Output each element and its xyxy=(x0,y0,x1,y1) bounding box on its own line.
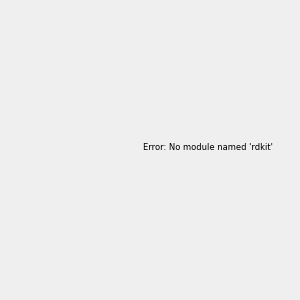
Text: Error: No module named 'rdkit': Error: No module named 'rdkit' xyxy=(143,143,273,152)
